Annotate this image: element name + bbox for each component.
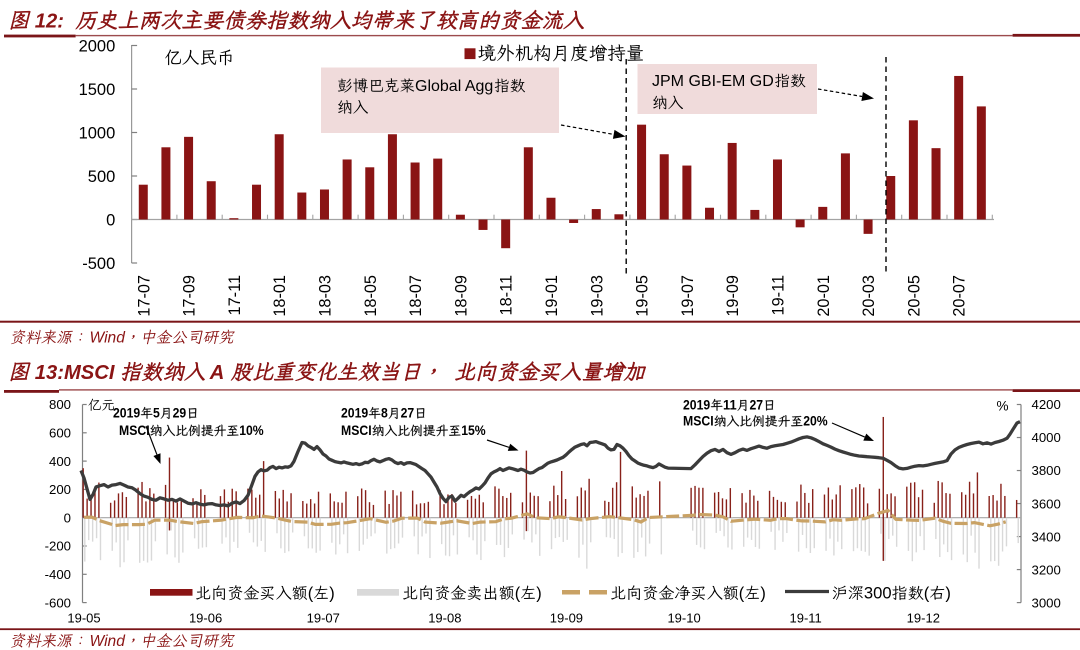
svg-text:-600: -600	[45, 595, 71, 610]
svg-text:3200: 3200	[1032, 562, 1061, 577]
svg-text:MSCI: MSCI	[683, 414, 714, 429]
svg-text:800: 800	[49, 397, 71, 412]
svg-text:19-11: 19-11	[790, 611, 822, 626]
svg-text:600: 600	[49, 426, 71, 441]
svg-text:18-05: 18-05	[362, 275, 380, 317]
svg-text:MSCI: MSCI	[119, 423, 150, 438]
svg-text:500: 500	[88, 168, 116, 186]
svg-text:19-03: 19-03	[588, 275, 606, 317]
svg-text:MSCI: MSCI	[341, 423, 372, 438]
svg-text:-200: -200	[45, 539, 71, 554]
svg-text:19-08: 19-08	[428, 611, 461, 626]
svg-text:13:MSCI: 13:MSCI	[29, 362, 120, 384]
svg-text:17-11: 17-11	[226, 275, 244, 315]
svg-text:5: 5	[153, 406, 160, 421]
svg-text:200: 200	[49, 482, 71, 497]
svg-text:19-05: 19-05	[67, 611, 100, 626]
svg-text:): )	[329, 585, 334, 603]
svg-text:3600: 3600	[1032, 496, 1061, 511]
svg-text:19-07: 19-07	[307, 611, 340, 626]
svg-text:2000: 2000	[79, 37, 116, 55]
svg-text:1500: 1500	[79, 81, 116, 99]
svg-text:2019: 2019	[113, 406, 141, 421]
svg-text:27: 27	[749, 398, 763, 413]
svg-text:1000: 1000	[79, 124, 116, 142]
svg-text:(: (	[739, 585, 745, 603]
svg-text:19-05: 19-05	[634, 275, 652, 317]
svg-text:18-01: 18-01	[271, 275, 289, 317]
svg-text:8: 8	[381, 406, 388, 421]
svg-text:Global Agg: Global Agg	[415, 78, 493, 95]
svg-text:19-10: 19-10	[667, 611, 700, 626]
svg-text:10%: 10%	[239, 423, 264, 438]
svg-text:2019: 2019	[341, 406, 369, 421]
svg-text:17-07: 17-07	[135, 275, 153, 317]
svg-text:19-09: 19-09	[724, 275, 742, 317]
svg-text:3800: 3800	[1032, 463, 1061, 478]
svg-text:20-07: 20-07	[951, 275, 969, 317]
svg-text:): )	[945, 584, 951, 603]
svg-text:20-01: 20-01	[815, 275, 833, 317]
svg-text:A: A	[205, 362, 229, 384]
svg-text:18-03: 18-03	[316, 275, 334, 317]
svg-text:-400: -400	[45, 567, 71, 582]
svg-text:19-07: 19-07	[679, 275, 697, 317]
svg-text:2019: 2019	[683, 398, 711, 413]
svg-text:4000: 4000	[1032, 430, 1061, 445]
svg-text:(: (	[308, 585, 314, 603]
svg-text:19-06: 19-06	[189, 611, 222, 626]
svg-text:(: (	[924, 584, 930, 603]
svg-text:18-09: 18-09	[452, 275, 470, 317]
svg-text:19-09: 19-09	[550, 611, 583, 626]
svg-text:12:: 12:	[29, 11, 75, 33]
svg-text:300: 300	[864, 584, 892, 603]
svg-text:20-05: 20-05	[905, 275, 923, 317]
svg-text:4200: 4200	[1032, 397, 1061, 412]
svg-text:): )	[536, 585, 541, 603]
svg-text:400: 400	[49, 454, 71, 469]
svg-text:27: 27	[401, 406, 415, 421]
svg-text:-500: -500	[82, 255, 115, 273]
svg-text:20%: 20%	[803, 414, 828, 429]
svg-text:3000: 3000	[1032, 595, 1061, 610]
svg-text:3400: 3400	[1032, 529, 1061, 544]
svg-text:Wind: Wind	[90, 633, 127, 650]
svg-text:19-11: 19-11	[769, 275, 787, 315]
svg-text:11: 11	[723, 398, 737, 413]
svg-text:%: %	[996, 399, 1008, 414]
svg-text:): )	[760, 585, 765, 603]
svg-text:0: 0	[106, 211, 115, 229]
svg-text:Wind: Wind	[90, 330, 127, 347]
svg-text:0: 0	[64, 510, 71, 525]
svg-text:20-03: 20-03	[860, 275, 878, 317]
svg-text:19-12: 19-12	[907, 611, 940, 626]
svg-text:15%: 15%	[461, 423, 486, 438]
svg-text:19-01: 19-01	[543, 275, 561, 317]
svg-text:18-07: 18-07	[407, 275, 425, 317]
svg-text:(: (	[515, 585, 521, 603]
svg-text:18-11: 18-11	[498, 275, 516, 315]
svg-text:JPM GBI-EM GD: JPM GBI-EM GD	[652, 73, 774, 90]
svg-text:17-09: 17-09	[181, 275, 199, 317]
svg-text:29: 29	[173, 406, 187, 421]
